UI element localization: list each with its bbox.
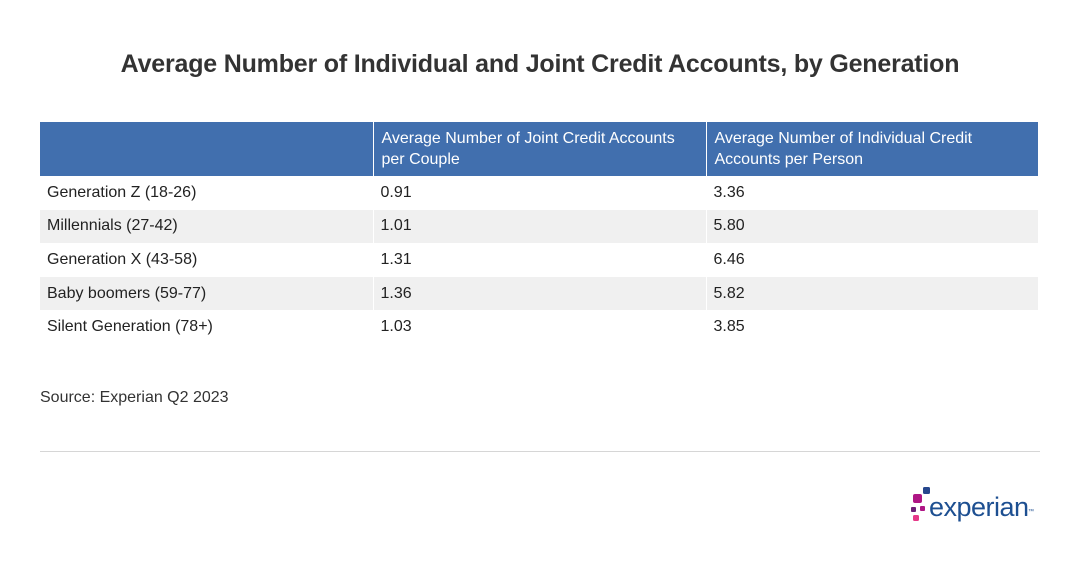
header-individual-accounts: Average Number of Individual Credit Acco… [706,122,1038,176]
generation-cell: Generation Z (18-26) [40,176,374,210]
header-generation [40,122,374,176]
table-row: Baby boomers (59-77) 1.36 5.82 [40,276,1038,311]
divider [40,451,1040,452]
table-row: Generation Z (18-26) 0.91 3.36 [40,176,1038,210]
source-note: Source: Experian Q2 2023 [40,389,229,406]
logo-trademark: ™ [1028,509,1034,515]
table-row: Generation X (43-58) 1.31 6.46 [40,243,1038,277]
joint-accounts-cell: 1.01 [373,209,707,244]
generation-cell: Baby boomers (59-77) [40,276,374,311]
generation-cell: Silent Generation (78+) [40,310,374,344]
table-header-row: Average Number of Joint Credit Accounts … [40,122,1038,176]
joint-accounts-cell: 1.03 [373,310,707,344]
individual-accounts-cell: 6.46 [706,243,1038,277]
joint-accounts-cell: 1.36 [373,276,707,311]
logo-wordmark: experian [929,492,1029,522]
individual-accounts-cell: 5.80 [706,209,1038,244]
header-joint-accounts: Average Number of Joint Credit Accounts … [373,122,707,176]
table-body: Generation Z (18-26) 0.91 3.36 Millennials … [40,176,1038,344]
logo-dots-icon [911,487,930,521]
individual-accounts-cell: 3.36 [706,176,1038,210]
generation-cell: Generation X (43-58) [40,243,374,277]
table-row: Silent Generation (78+) 1.03 3.85 [40,310,1038,344]
chart-title: Average Number of Individual and Joint C… [120,50,960,78]
joint-accounts-cell: 1.31 [373,243,707,277]
experian-logo: experian ™ [911,487,1036,527]
individual-accounts-cell: 5.82 [706,276,1038,311]
generation-cell: Millennials (27-42) [40,209,374,244]
data-table: Average Number of Joint Credit Accounts … [40,122,1038,344]
joint-accounts-cell: 0.91 [373,176,707,210]
table-row: Millennials (27-42) 1.01 5.80 [40,209,1038,244]
individual-accounts-cell: 3.85 [706,310,1038,344]
